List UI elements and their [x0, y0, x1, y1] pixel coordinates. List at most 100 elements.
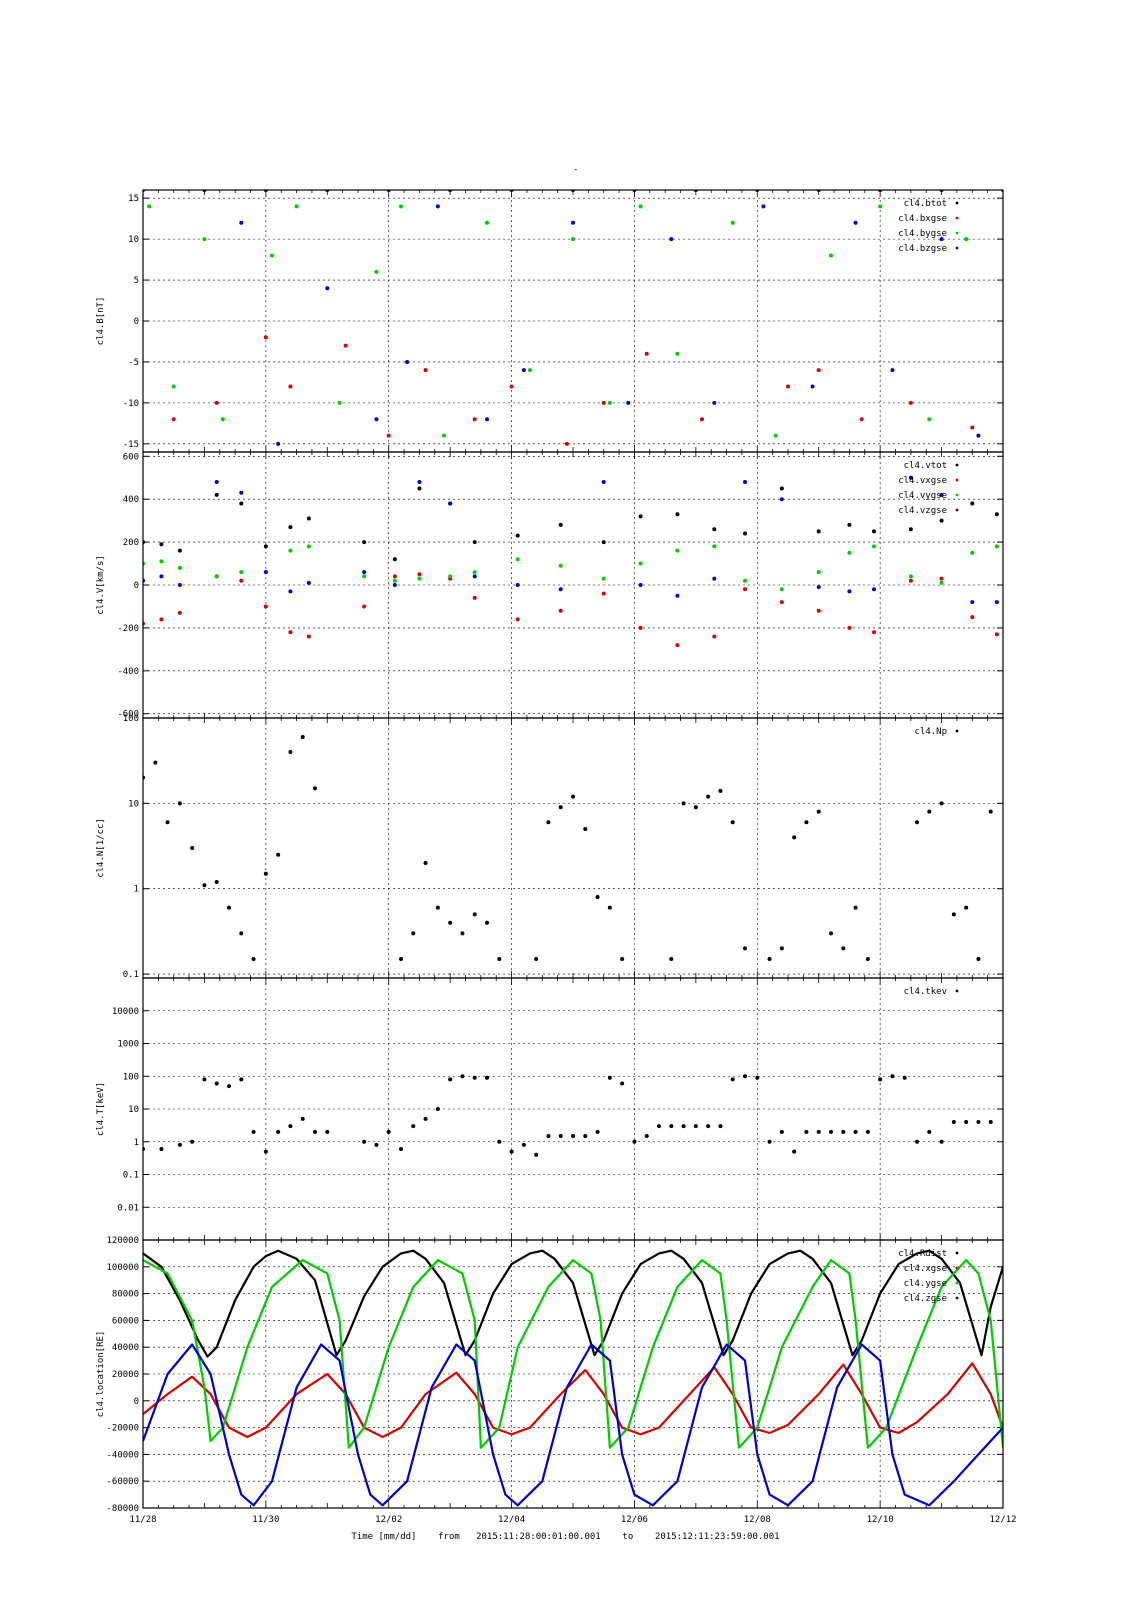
data-point-cl4.Np — [214, 879, 219, 884]
data-point-cl4.Np — [435, 905, 440, 910]
data-point-cl4.vxgse — [847, 625, 852, 630]
data-point-cl4.vtot — [392, 557, 397, 562]
y-tick-label: 1000 — [117, 1040, 139, 1050]
legend-label: cl4.ygse — [904, 1279, 947, 1289]
data-point-cl4.vygse — [417, 576, 422, 581]
data-point-cl4.vzgse — [263, 570, 268, 575]
data-point-cl4.tkev — [583, 1133, 588, 1138]
data-point-cl4.bygse — [927, 417, 932, 422]
data-point-cl4.vygse — [872, 544, 876, 549]
data-point-cl4.Np — [472, 912, 477, 917]
data-point-cl4.vzgse — [159, 574, 164, 579]
legend-marker — [955, 1251, 959, 1255]
data-point-cl4.Np — [251, 957, 256, 962]
data-point-cl4.bygse — [374, 269, 379, 274]
data-point-cl4.vtot — [177, 548, 182, 553]
legend-label: cl4.bygse — [898, 229, 947, 239]
data-point-cl4.bzgse — [939, 237, 944, 242]
data-point-cl4.Np — [964, 905, 969, 910]
data-point-cl4.bygse — [829, 253, 833, 258]
data-point-cl4.Np — [915, 820, 919, 825]
data-point-cl4.vzgse — [288, 589, 293, 594]
data-point-cl4.Np — [571, 794, 575, 799]
data-point-cl4.tkev — [227, 1084, 231, 1089]
series-line-cl4.Rdist — [143, 1249, 1003, 1358]
data-point-cl4.tkev — [915, 1139, 919, 1144]
data-point-cl4.vtot — [743, 531, 747, 536]
data-point-cl4.tkev — [159, 1147, 164, 1152]
legend-label: cl4.zgse — [904, 1294, 947, 1304]
data-point-cl4.Np — [165, 820, 170, 825]
data-point-cl4.tkev — [620, 1081, 625, 1086]
data-point-cl4.vxgse — [515, 617, 520, 622]
panel-frame — [142, 717, 1004, 979]
data-point-cl4.tkev — [546, 1133, 551, 1138]
data-point-cl4.vygse — [908, 574, 913, 579]
y-tick-label: -80000 — [106, 1504, 139, 1514]
y-tick-label: 10 — [128, 235, 139, 245]
data-point-cl4.vxgse — [712, 634, 717, 639]
data-point-cl4.vxgse — [743, 587, 747, 592]
panel-1: -15 -10 -5 0 5 10 15 cl4.B[nT] cl4.btot cl4.bxgse… — [96, 189, 1004, 453]
data-point-cl4.Np — [841, 946, 846, 951]
data-point-cl4.bxgse — [472, 417, 477, 422]
data-point-cl4.tkev — [718, 1124, 723, 1129]
y-tick-label: 20000 — [112, 1370, 139, 1380]
data-point-cl4.vxgse — [558, 608, 563, 613]
data-point-cl4.vxgse — [908, 578, 913, 583]
data-point-cl4.Np — [693, 805, 698, 810]
data-point-cl4.bygse — [964, 237, 969, 242]
data-point-cl4.tkev — [878, 1077, 883, 1082]
data-point-cl4.Np — [534, 957, 539, 962]
data-point-cl4.vzgse — [816, 585, 821, 590]
data-point-cl4.Np — [239, 931, 244, 936]
legend-marker — [955, 989, 959, 993]
y-tick-label: 10 — [128, 799, 139, 809]
data-point-cl4.vygse — [177, 565, 182, 570]
data-point-cl4.vzgse — [601, 480, 606, 485]
y-tick-label: 0.1 — [123, 970, 139, 980]
data-point-cl4.Np — [153, 760, 158, 765]
data-point-cl4.tkev — [448, 1077, 453, 1082]
data-point-cl4.Np — [227, 905, 231, 910]
data-point-cl4.tkev — [693, 1124, 698, 1129]
data-point-cl4.tkev — [399, 1147, 403, 1152]
series-line-cl4.zgse — [143, 1343, 1003, 1507]
data-point-cl4.vygse — [970, 550, 975, 555]
x-tick-label: 12/12 — [989, 1515, 1016, 1525]
data-point-cl4.vtot — [994, 512, 999, 517]
data-point-cl4.Np — [558, 805, 563, 810]
data-point-cl4.Np — [583, 827, 588, 832]
data-point-cl4.vtot — [601, 540, 606, 545]
data-point-cl4.Np — [853, 905, 858, 910]
data-point-cl4.bygse — [528, 368, 532, 373]
legend-label: cl4.tkev — [904, 987, 947, 997]
data-point-cl4.vtot — [816, 529, 821, 534]
data-point-cl4.tkev — [435, 1107, 440, 1111]
series-line-cl4.ygse — [143, 1258, 1003, 1449]
data-point-cl4.vtot — [288, 525, 293, 530]
data-point-cl4.vxgse — [177, 610, 182, 615]
data-point-cl4.Np — [681, 801, 686, 806]
y-tick-label: 100000 — [106, 1263, 139, 1273]
data-point-cl4.Np — [288, 749, 293, 754]
panel-2: -600 -400 -200 0 200 400 600 cl4.V[km/s] cl4.vto… — [96, 451, 1004, 720]
data-point-cl4.vxgse — [601, 591, 606, 596]
data-point-cl4.bzgse — [890, 368, 895, 373]
data-point-cl4.bzgse — [571, 220, 575, 225]
data-point-cl4.tkev — [964, 1120, 969, 1125]
x-tick-label: 12/06 — [621, 1515, 648, 1525]
data-point-cl4.tkev — [374, 1142, 379, 1147]
legend-label: cl4.bzgse — [898, 244, 947, 254]
data-point-cl4.vygse — [392, 578, 397, 583]
data-point-cl4.Np — [399, 957, 403, 962]
y-tick-label: -60000 — [106, 1477, 139, 1487]
legend-label: cl4.vtot — [904, 461, 947, 471]
data-point-cl4.bxgse — [509, 384, 514, 389]
data-point-cl4.bxgse — [423, 368, 428, 373]
data-point-cl4.bxgse — [564, 441, 569, 446]
y-tick-label: 0 — [134, 317, 139, 327]
data-point-cl4.tkev — [411, 1124, 416, 1129]
data-point-cl4.tkev — [865, 1129, 870, 1134]
y-tick-label: 100 — [123, 714, 139, 724]
